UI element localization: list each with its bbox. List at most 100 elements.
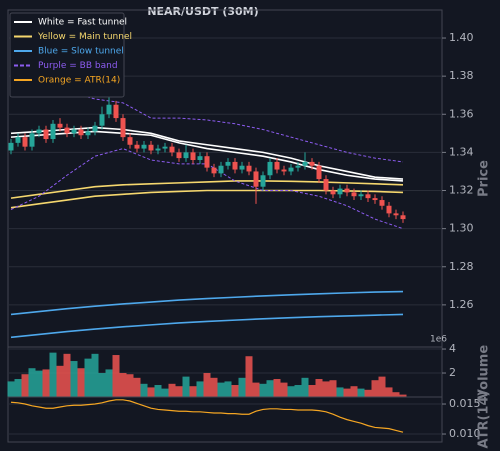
atr-line (10, 399, 404, 433)
volume-bar (147, 387, 155, 397)
y-tick-label: 0.015 (449, 397, 481, 410)
y-tick-label: 4 (449, 342, 456, 355)
candle-body (127, 137, 133, 145)
legend-label: Orange = ATR(14) (38, 76, 120, 86)
volume-bar (259, 383, 267, 397)
candle-body (50, 123, 56, 140)
legend-label: Yellow = Main tunnel (37, 32, 132, 42)
candle-body (64, 127, 70, 134)
volume-bar (203, 373, 211, 397)
volume-bar (91, 353, 99, 397)
volume-bar (238, 377, 246, 397)
y-tick-label: 0.010 (449, 427, 481, 440)
volume-bar (357, 388, 365, 397)
candle-body (190, 152, 196, 161)
volume-bar (42, 369, 50, 397)
candle-body (344, 188, 350, 193)
volume-bar (7, 381, 15, 397)
candle-body (148, 144, 154, 151)
indicator-line (10, 290, 404, 316)
volume-bar (399, 394, 407, 397)
volume-bar (266, 380, 274, 397)
volume-bar (189, 386, 197, 397)
volume-bar (392, 392, 400, 397)
candle-body (386, 205, 392, 214)
y-tick-label: 1.38 (449, 69, 474, 82)
volume-bar (161, 388, 169, 397)
candle-body (113, 104, 119, 119)
volume-bar (35, 370, 43, 397)
y-tick-label: 1.34 (449, 145, 474, 158)
volume-bar (252, 382, 260, 397)
volume-bar (371, 380, 379, 397)
y-tick-label: 2 (449, 366, 456, 379)
candle-body (309, 161, 315, 166)
volume-bar (56, 365, 64, 397)
candle-body (267, 161, 273, 176)
candle-body (316, 165, 322, 180)
y-axis-label: ATR(14) (477, 391, 492, 449)
candle-body (260, 175, 266, 187)
candle-body (106, 104, 112, 115)
volume-bar (175, 386, 183, 397)
volume-bar (343, 388, 351, 397)
candle-body (29, 133, 35, 147)
candle-body (169, 146, 175, 153)
volume-bar (273, 379, 281, 397)
volume-bar (105, 369, 113, 397)
candle-body (211, 167, 217, 174)
volume-bar (231, 385, 239, 397)
y-axis-label: Volume (477, 345, 492, 400)
volume-bar (70, 361, 78, 397)
indicator-line (10, 313, 404, 339)
y-tick-label: 1.28 (449, 260, 474, 273)
legend-label: Purple = BB band (38, 61, 118, 71)
volume-bar (98, 373, 106, 397)
y-tick-label: 1.36 (449, 107, 474, 120)
volume-bar (308, 385, 316, 397)
volume-bar (28, 368, 36, 397)
candle-body (246, 165, 252, 172)
volume-bar (245, 356, 253, 397)
volume-bar (364, 389, 372, 397)
chart-title: NEAR/USDT (30M) (147, 5, 258, 18)
volume-bar (119, 373, 127, 397)
volume-bar (322, 381, 330, 397)
volume-bar (217, 382, 225, 397)
volume-bar (210, 377, 218, 397)
volume-bar (126, 374, 134, 397)
volume-bar (84, 358, 92, 397)
candle-body (85, 131, 91, 136)
candle-body (134, 144, 140, 149)
legend-label: White = Fast tunnel (38, 18, 127, 28)
candle-body (22, 137, 28, 147)
volume-bar (168, 383, 176, 397)
volume-bar (112, 355, 120, 397)
candle-body (183, 152, 189, 159)
candle-body (288, 167, 294, 172)
offset-text: 1e6 (430, 335, 447, 345)
y-tick-label: 1.40 (449, 31, 474, 44)
candle-body (57, 123, 63, 128)
candle-body (43, 129, 49, 140)
legend: White = Fast tunnel Yellow = Main tunnel B… (9, 12, 132, 98)
candle-body (372, 198, 378, 201)
volume-bar (182, 376, 190, 397)
volume-bar (21, 374, 29, 397)
volume-bar (196, 381, 204, 397)
legend-box (9, 12, 125, 98)
indicator-line (10, 180, 404, 199)
candle-body (162, 146, 168, 149)
candle-body (155, 148, 161, 151)
candle-body (92, 125, 98, 132)
candle-body (379, 200, 385, 206)
candle-body (204, 156, 210, 168)
volume-bar (287, 386, 295, 397)
candle-body (281, 169, 287, 172)
volume-bar (154, 385, 162, 397)
candle-body (302, 161, 308, 166)
candle-body (225, 161, 231, 166)
y-tick-label: 1.32 (449, 184, 474, 197)
